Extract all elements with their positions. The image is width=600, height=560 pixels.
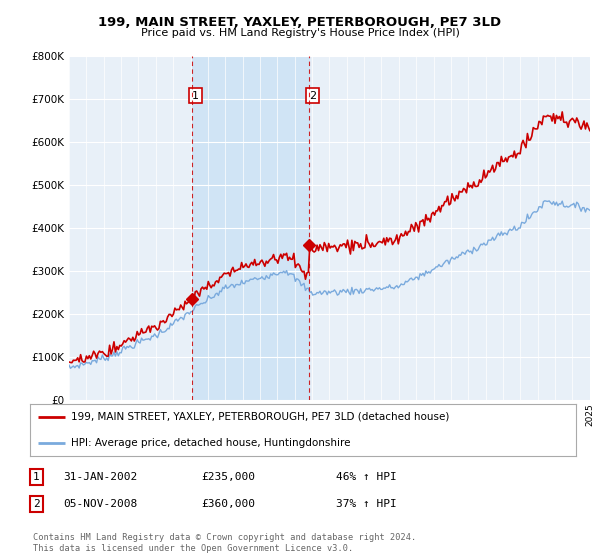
Text: 05-NOV-2008: 05-NOV-2008	[63, 499, 137, 509]
Text: Contains HM Land Registry data © Crown copyright and database right 2024.
This d: Contains HM Land Registry data © Crown c…	[33, 533, 416, 553]
Text: 2: 2	[309, 91, 316, 101]
Text: Price paid vs. HM Land Registry's House Price Index (HPI): Price paid vs. HM Land Registry's House …	[140, 28, 460, 38]
Text: £360,000: £360,000	[201, 499, 255, 509]
Text: 31-JAN-2002: 31-JAN-2002	[63, 472, 137, 482]
Text: 1: 1	[33, 472, 40, 482]
Text: 199, MAIN STREET, YAXLEY, PETERBOROUGH, PE7 3LD: 199, MAIN STREET, YAXLEY, PETERBOROUGH, …	[98, 16, 502, 29]
Text: 1: 1	[192, 91, 199, 101]
Text: 37% ↑ HPI: 37% ↑ HPI	[336, 499, 397, 509]
Text: £235,000: £235,000	[201, 472, 255, 482]
Text: HPI: Average price, detached house, Huntingdonshire: HPI: Average price, detached house, Hunt…	[71, 438, 350, 448]
Bar	[192, 56, 309, 400]
Text: 2: 2	[33, 499, 40, 509]
Text: 46% ↑ HPI: 46% ↑ HPI	[336, 472, 397, 482]
Text: 199, MAIN STREET, YAXLEY, PETERBOROUGH, PE7 3LD (detached house): 199, MAIN STREET, YAXLEY, PETERBOROUGH, …	[71, 412, 449, 422]
